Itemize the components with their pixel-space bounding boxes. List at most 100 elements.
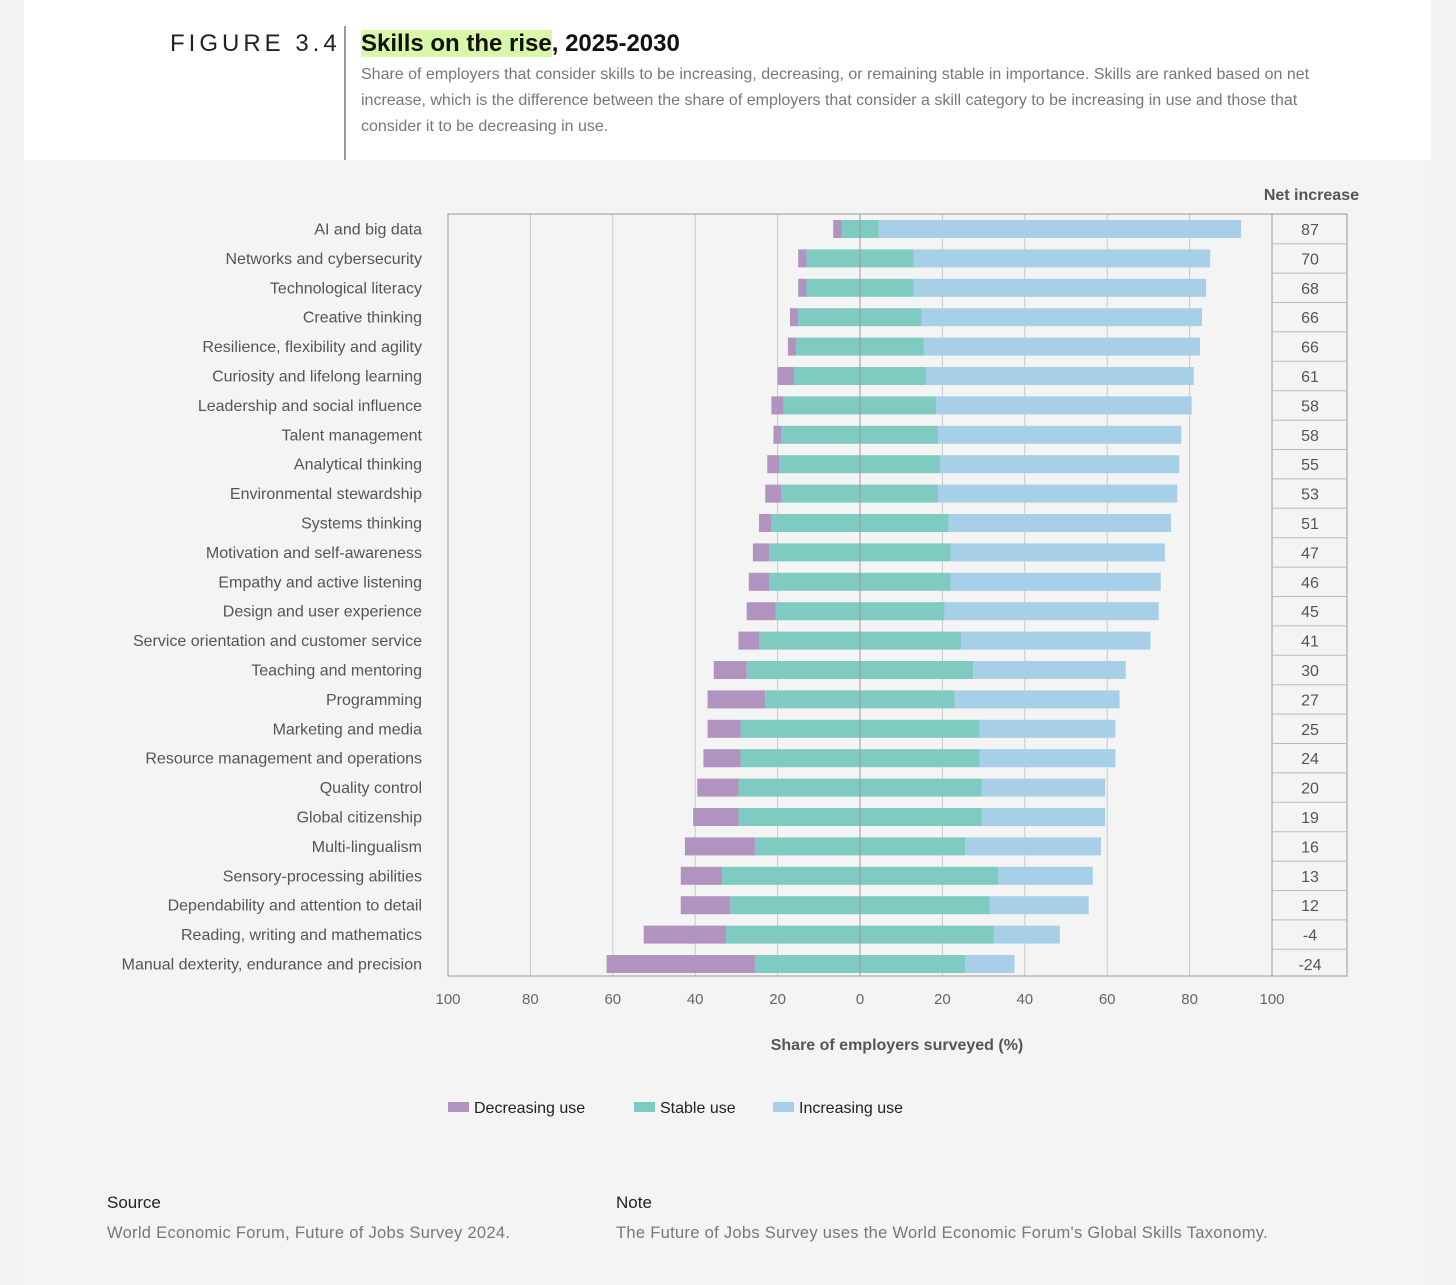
bar-decreasing — [643, 925, 727, 944]
x-tick-label: 0 — [856, 991, 864, 1008]
bar-decreasing — [693, 808, 739, 826]
net-increase-value: 13 — [1301, 869, 1319, 886]
net-increase-value: 25 — [1301, 722, 1319, 739]
category-label: Programming — [326, 692, 422, 709]
bar-decreasing — [777, 367, 795, 385]
net-increase-value: 58 — [1301, 428, 1319, 445]
legend-swatch — [773, 1102, 794, 1112]
bar-increasing — [938, 425, 1182, 444]
net-increase-value: 47 — [1301, 545, 1319, 562]
x-tick-label: 100 — [1259, 991, 1284, 1008]
category-label: Marketing and media — [273, 721, 423, 738]
x-tick-label: 100 — [435, 991, 460, 1008]
bar-increasing — [993, 925, 1060, 944]
bar-decreasing — [680, 896, 731, 915]
bar-increasing — [981, 808, 1106, 826]
bar-increasing — [954, 690, 1120, 709]
bar-decreasing — [713, 661, 747, 679]
category-label: Environmental stewardship — [230, 486, 422, 503]
net-increase-value: 70 — [1301, 251, 1319, 268]
net-increase-value: 68 — [1301, 281, 1319, 298]
x-tick-label: 40 — [687, 991, 704, 1008]
title-highlight: Skills on the rise — [361, 30, 552, 57]
category-label: Networks and cybersecurity — [225, 251, 422, 268]
net-increase-value: 61 — [1301, 369, 1319, 386]
figure-label: FIGURE 3.4 — [170, 30, 341, 57]
net-increase-value: 16 — [1301, 839, 1319, 856]
bar-increasing — [965, 955, 1015, 973]
net-increase-value: 55 — [1301, 457, 1319, 474]
bar-decreasing — [752, 543, 770, 562]
x-tick-label: 80 — [522, 991, 539, 1008]
bar-increasing — [950, 572, 1161, 591]
category-label: Resource management and operations — [145, 751, 422, 768]
net-increase-value: 51 — [1301, 516, 1319, 533]
bar-decreasing — [765, 484, 782, 503]
x-tick-label: 40 — [1016, 991, 1033, 1008]
bar-decreasing — [703, 749, 741, 768]
legend-label: Decreasing use — [474, 1100, 585, 1117]
source-text: World Economic Forum, Future of Jobs Sur… — [107, 1224, 511, 1242]
bar-increasing — [965, 837, 1102, 856]
legend-swatch — [448, 1102, 469, 1112]
category-label: Manual dexterity, endurance and precisio… — [122, 957, 422, 974]
bar-increasing — [913, 249, 1211, 268]
x-axis-label: Share of employers surveyed (%) — [771, 1037, 1024, 1054]
net-increase-value: -24 — [1298, 957, 1321, 974]
category-label: Empathy and active listening — [218, 574, 422, 591]
bar-decreasing — [787, 337, 797, 356]
bar-decreasing — [684, 837, 755, 856]
bar-increasing — [989, 896, 1089, 915]
x-tick-label: 60 — [1099, 991, 1116, 1008]
bar-increasing — [998, 866, 1093, 885]
bar-decreasing — [833, 220, 842, 238]
bar-increasing — [950, 543, 1165, 562]
category-label: Creative thinking — [303, 310, 422, 327]
category-label: Dependability and attention to detail — [168, 898, 422, 915]
category-label: Analytical thinking — [294, 457, 422, 474]
net-increase-value: 58 — [1301, 398, 1319, 415]
x-tick-label: 80 — [1181, 991, 1198, 1008]
category-label: Service orientation and customer service — [133, 633, 422, 650]
header-divider — [344, 26, 346, 160]
legend-label: Stable use — [660, 1100, 736, 1117]
bar-increasing — [979, 749, 1116, 768]
note-text: The Future of Jobs Survey uses the World… — [616, 1224, 1268, 1242]
bar-increasing — [981, 778, 1106, 797]
source-label: Source — [107, 1193, 161, 1212]
category-label: Systems thinking — [301, 516, 422, 533]
bar-decreasing — [697, 778, 739, 797]
category-label: Multi-lingualism — [312, 839, 422, 856]
net-increase-value: 46 — [1301, 575, 1319, 592]
net-increase-value: 41 — [1301, 634, 1319, 651]
bar-increasing — [973, 661, 1126, 679]
bar-increasing — [979, 719, 1116, 738]
bar-decreasing — [798, 249, 807, 268]
bar-increasing — [960, 631, 1151, 650]
bar-decreasing — [759, 514, 772, 532]
bar-decreasing — [738, 631, 760, 650]
bar-decreasing — [748, 572, 770, 591]
category-label: Resilience, flexibility and agility — [202, 339, 422, 356]
bar-increasing — [921, 308, 1202, 327]
net-increase-value: 30 — [1301, 663, 1319, 680]
bar-increasing — [938, 484, 1178, 503]
category-label: Design and user experience — [223, 604, 422, 621]
category-label: Technological literacy — [270, 280, 422, 297]
bar-increasing — [913, 278, 1207, 297]
x-tick-label: 20 — [769, 991, 786, 1008]
x-tick-label: 20 — [934, 991, 951, 1008]
bar-increasing — [925, 367, 1194, 385]
title-rest: , 2025-2030 — [551, 30, 680, 57]
bar-increasing — [944, 602, 1159, 621]
bar-increasing — [923, 337, 1200, 356]
net-increase-frame — [1271, 213, 1348, 977]
net-increase-value: -4 — [1303, 928, 1317, 945]
net-increase-value: 24 — [1301, 751, 1319, 768]
bar-increasing — [936, 396, 1192, 415]
net-increase-value: 53 — [1301, 487, 1319, 504]
bar-decreasing — [771, 396, 784, 415]
legend-label: Increasing use — [799, 1100, 903, 1117]
bar-decreasing — [746, 602, 776, 621]
